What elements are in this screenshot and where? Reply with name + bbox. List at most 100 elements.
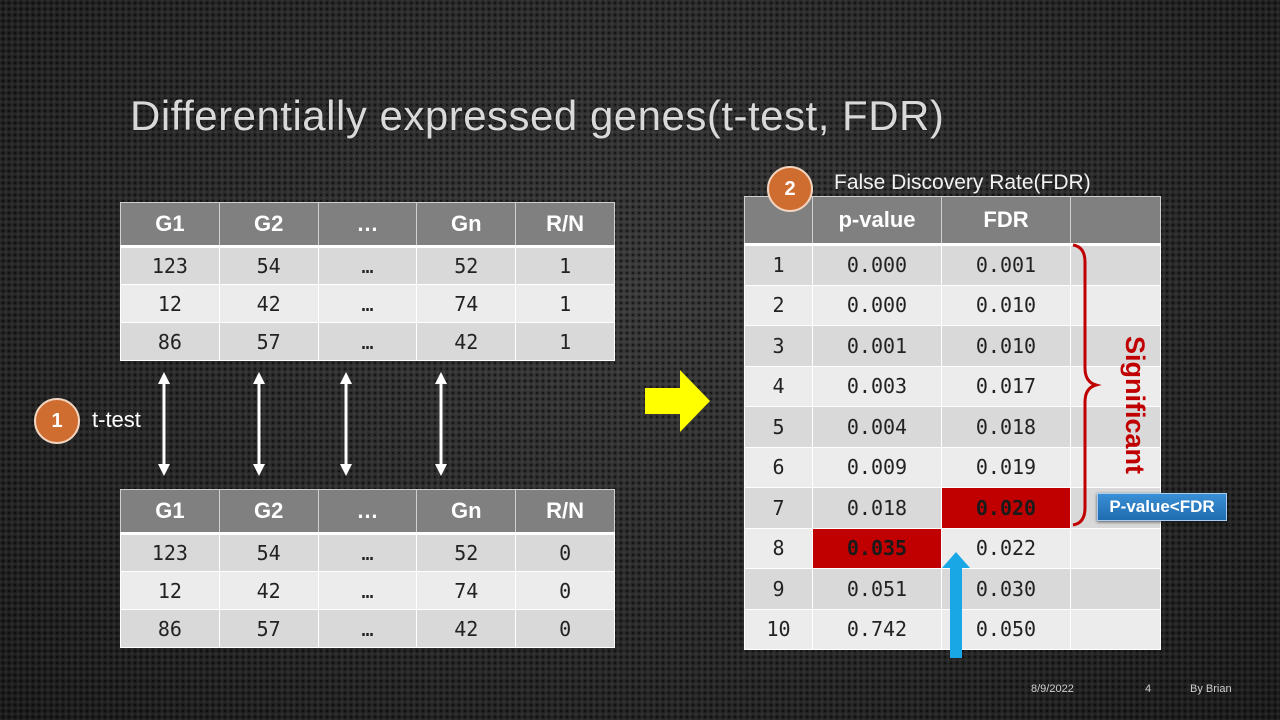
column-header: R/N <box>515 202 615 248</box>
table-cell: 1 <box>515 284 615 323</box>
fdr-threshold-cell: 0.020 <box>941 487 1071 529</box>
column-header: G1 <box>120 202 220 248</box>
table-cell: … <box>317 533 418 572</box>
table-cell: 1 <box>515 246 615 285</box>
table-cell: 12 <box>120 571 220 610</box>
p-value-cell: 0.003 <box>812 365 942 407</box>
table-cell: … <box>317 609 418 648</box>
column-header: … <box>317 202 418 248</box>
step-1-badge: 1 <box>34 398 80 444</box>
table-row: 86 57 … 42 0 <box>120 609 615 648</box>
table-cell: 42 <box>416 322 517 361</box>
table-header-row: p-value FDR <box>744 196 1161 246</box>
rank-cell: 5 <box>744 406 813 448</box>
column-header: R/N <box>515 489 615 535</box>
fdr-cell: 0.017 <box>941 365 1071 407</box>
table-cell: 123 <box>120 246 220 285</box>
table-cell: 52 <box>416 246 517 285</box>
rank-cell: 7 <box>744 487 813 529</box>
step-2-badge: 2 <box>767 166 813 212</box>
column-header: G2 <box>218 489 319 535</box>
slide-title: Differentially expressed genes(t-test, F… <box>130 92 945 139</box>
p-value-fdr-callout: P-value<FDR <box>1097 493 1227 521</box>
fdr-cell: 0.050 <box>941 608 1071 650</box>
table-row: 123 54 … 52 1 <box>120 246 615 285</box>
column-header: p-value <box>812 196 942 246</box>
column-header: Gn <box>416 202 517 248</box>
table-header-row: G1 G2 … Gn R/N <box>120 202 615 248</box>
table-cell: 86 <box>120 609 220 648</box>
fdr-cell: 0.030 <box>941 568 1071 610</box>
fdr-cell: 0.018 <box>941 406 1071 448</box>
footer-page-number: 4 <box>1145 683 1152 695</box>
table-cell: 54 <box>218 246 319 285</box>
table-cell: 42 <box>218 571 319 610</box>
top-gene-table: G1 G2 … Gn R/N 123 54 … 52 1 12 42 … 74 … <box>120 202 615 361</box>
rank-cell: 9 <box>744 568 813 610</box>
column-header: G1 <box>120 489 220 535</box>
rank-cell: 6 <box>744 446 813 488</box>
table-cell: 57 <box>218 609 319 648</box>
t-test-label: t-test <box>92 407 141 432</box>
p-value-cell: 0.018 <box>812 487 942 529</box>
table-row: 4 0.003 0.017 <box>744 365 1161 407</box>
table-cell: 0 <box>515 533 615 572</box>
fdr-caption: False Discovery Rate(FDR) <box>834 171 1091 194</box>
table-cell: 12 <box>120 284 220 323</box>
table-cell: 74 <box>416 571 517 610</box>
table-cell: 86 <box>120 322 220 361</box>
fdr-cell: 0.001 <box>941 244 1071 286</box>
curly-brace-icon <box>1072 243 1102 527</box>
right-arrow-icon <box>645 370 710 432</box>
table-cell: … <box>317 571 418 610</box>
p-value-cell: 0.742 <box>812 608 942 650</box>
table-row: 6 0.009 0.019 <box>744 446 1161 488</box>
table-row: 86 57 … 42 1 <box>120 322 615 361</box>
significant-label: Significant <box>1120 336 1150 475</box>
footer-author: By Brian <box>1190 683 1232 695</box>
p-value-exceeds-cell: 0.035 <box>812 527 942 569</box>
table-cell: 54 <box>218 533 319 572</box>
table-row: 1 0.000 0.001 <box>744 244 1161 286</box>
fdr-cell: 0.010 <box>941 284 1071 326</box>
table-cell: … <box>317 246 418 285</box>
p-value-cell: 0.009 <box>812 446 942 488</box>
table-cell: 57 <box>218 322 319 361</box>
fdr-cell: 0.019 <box>941 446 1071 488</box>
empty-cell <box>1070 527 1161 569</box>
p-value-cell: 0.000 <box>812 284 942 326</box>
rank-cell: 4 <box>744 365 813 407</box>
table-row: 123 54 … 52 0 <box>120 533 615 572</box>
rank-cell: 10 <box>744 608 813 650</box>
bottom-gene-table: G1 G2 … Gn R/N 123 54 … 52 0 12 42 … 74 … <box>120 489 615 648</box>
table-cell: 42 <box>416 609 517 648</box>
table-row: 10 0.742 0.050 <box>744 608 1161 650</box>
empty-cell <box>1070 568 1161 610</box>
column-header <box>1070 196 1161 246</box>
rank-cell: 1 <box>744 244 813 286</box>
p-value-cell: 0.001 <box>812 325 942 367</box>
table-cell: … <box>317 322 418 361</box>
table-row: 9 0.051 0.030 <box>744 568 1161 610</box>
column-header: FDR <box>941 196 1071 246</box>
table-cell: 1 <box>515 322 615 361</box>
p-value-cell: 0.051 <box>812 568 942 610</box>
fdr-cell: 0.010 <box>941 325 1071 367</box>
up-arrow-icon <box>942 552 970 658</box>
table-cell: 123 <box>120 533 220 572</box>
table-row: 12 42 … 74 0 <box>120 571 615 610</box>
table-cell: … <box>317 284 418 323</box>
table-cell: 52 <box>416 533 517 572</box>
table-header-row: G1 G2 … Gn R/N <box>120 489 615 535</box>
table-cell: 42 <box>218 284 319 323</box>
p-value-cell: 0.000 <box>812 244 942 286</box>
footer-date: 8/9/2022 <box>1031 683 1074 695</box>
column-header: Gn <box>416 489 517 535</box>
table-row: 2 0.000 0.010 <box>744 284 1161 326</box>
p-value-cell: 0.004 <box>812 406 942 448</box>
column-header: … <box>317 489 418 535</box>
table-row: 5 0.004 0.018 <box>744 406 1161 448</box>
table-cell: 0 <box>515 609 615 648</box>
empty-cell <box>1070 608 1161 650</box>
